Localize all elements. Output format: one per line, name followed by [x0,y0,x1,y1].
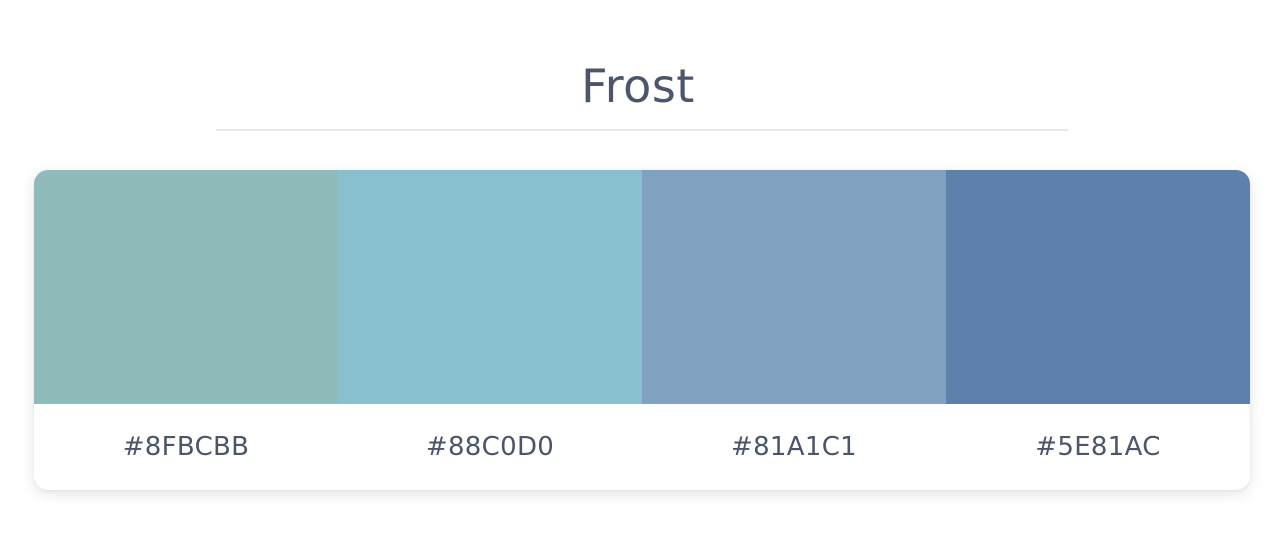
color-swatch[interactable] [34,170,338,404]
title-divider [216,129,1068,131]
color-swatch[interactable] [946,170,1250,404]
palette-title: Frost [581,58,695,113]
swatch-item-3[interactable]: #81A1C1 [642,170,946,490]
swatch-hex-label: #88C0D0 [425,432,555,462]
color-swatch[interactable] [338,170,642,404]
swatch-hex-label: #81A1C1 [731,432,857,462]
swatch-hex-label: #5E81AC [1035,432,1161,462]
swatch-hex-label: #8FBCBB [122,432,250,462]
swatch-item-2[interactable]: #88C0D0 [338,170,642,490]
swatch-item-4[interactable]: #5E81AC [946,170,1250,490]
color-swatch[interactable] [642,170,946,404]
palette-card: #8FBCBB #88C0D0 #81A1C1 #5E81AC [34,170,1250,490]
swatch-item-1[interactable]: #8FBCBB [34,170,338,490]
